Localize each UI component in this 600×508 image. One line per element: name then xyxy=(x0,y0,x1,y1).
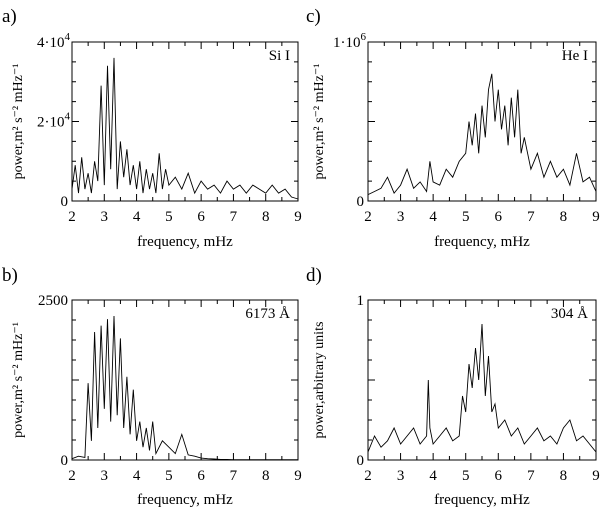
series-line xyxy=(367,323,597,453)
y-tick-base: 2·10 xyxy=(37,115,65,131)
x-tick-label: 8 xyxy=(560,209,568,225)
panel-label: b) xyxy=(2,265,18,286)
x-tick-label: 5 xyxy=(462,209,470,225)
x-axis-label: frequency, mHz xyxy=(434,492,530,508)
y-tick-exponent: 4 xyxy=(65,111,71,123)
x-tick-label: 6 xyxy=(495,209,503,225)
x-tick-label: 6 xyxy=(197,468,205,484)
x-tick-label: 5 xyxy=(462,468,470,484)
y-tick-exponent: 4 xyxy=(65,31,71,43)
x-axis-label: frequency, mHz xyxy=(137,492,233,508)
plot-frame xyxy=(367,41,597,202)
x-tick-label: 7 xyxy=(230,468,238,484)
y-tick-label: 0 xyxy=(61,453,69,469)
x-axis-label: frequency, mHz xyxy=(137,234,233,250)
x-tick-label: 8 xyxy=(560,468,568,484)
y-tick-label: 4·104 xyxy=(37,31,71,51)
series-line xyxy=(367,73,597,196)
series-line xyxy=(71,57,299,200)
y-axis-label: power,arbitrary units xyxy=(312,322,327,439)
x-tick-label: 6 xyxy=(495,468,503,484)
panel-label: a) xyxy=(2,6,17,27)
annotation-label: Si I xyxy=(269,48,290,64)
x-axis-label: frequency, mHz xyxy=(434,234,530,250)
x-tick-label: 7 xyxy=(527,468,535,484)
x-tick-label: 7 xyxy=(527,209,535,225)
y-axis-label: power,m² s⁻² mHz⁻¹ xyxy=(11,64,26,180)
y-tick-label: 0 xyxy=(357,194,365,210)
panel-label: d) xyxy=(306,265,322,286)
panel-304: 2 3 4 5 6 7 8 9 0 1 d) 304 Å frequency, mHz power,arb… xyxy=(306,265,600,508)
x-tick-label: 2 xyxy=(364,209,372,225)
y-tick-label: 1·106 xyxy=(333,31,367,51)
x-tick-label: 6 xyxy=(197,209,205,225)
x-tick-label: 9 xyxy=(592,209,600,225)
series-line xyxy=(71,315,298,461)
x-tick-label: 3 xyxy=(397,468,405,484)
x-tick-label: 9 xyxy=(592,468,600,484)
y-tick-label: 1 xyxy=(357,293,365,309)
annotation-label: He I xyxy=(562,48,588,64)
x-tick-label: 8 xyxy=(262,468,270,484)
x-tick-label: 5 xyxy=(165,209,173,225)
x-tick-label: 9 xyxy=(294,468,302,484)
x-tick-label: 3 xyxy=(101,209,109,225)
y-tick-exponent: 6 xyxy=(361,31,367,43)
y-tick-base: 1·10 xyxy=(333,35,361,51)
y-axis-label: power,m² s⁻² mHz⁻¹ xyxy=(312,64,327,180)
x-tick-label: 4 xyxy=(133,209,141,225)
panel-label: c) xyxy=(306,6,321,27)
y-axis-label: power,m² s⁻² mHz⁻¹ xyxy=(11,322,26,438)
y-tick-base: 4·10 xyxy=(37,35,65,51)
x-tick-label: 2 xyxy=(364,468,372,484)
x-tick-label: 3 xyxy=(101,468,109,484)
x-tick-label: 4 xyxy=(133,468,141,484)
annotation-label: 304 Å xyxy=(551,306,588,322)
plot-frame xyxy=(71,299,299,461)
x-tick-label: 9 xyxy=(294,209,302,225)
y-tick-label: 2500 xyxy=(38,293,68,309)
x-tick-label: 7 xyxy=(230,209,238,225)
y-tick-label: 2·104 xyxy=(37,111,71,131)
x-tick-label: 4 xyxy=(429,209,437,225)
y-tick-label: 0 xyxy=(61,194,69,210)
annotation-label: 6173 Å xyxy=(245,306,290,322)
y-tick-label: 0 xyxy=(357,453,365,469)
panel-6173: 2 3 4 5 6 7 8 9 0 2500 b) 6173 Å frequency, mHz power… xyxy=(2,265,302,508)
x-tick-label: 3 xyxy=(397,209,405,225)
x-tick-label: 5 xyxy=(165,468,173,484)
x-tick-label: 8 xyxy=(262,209,270,225)
x-tick-label: 4 xyxy=(429,468,437,484)
x-tick-label: 2 xyxy=(68,209,76,225)
x-tick-label: 2 xyxy=(68,468,76,484)
